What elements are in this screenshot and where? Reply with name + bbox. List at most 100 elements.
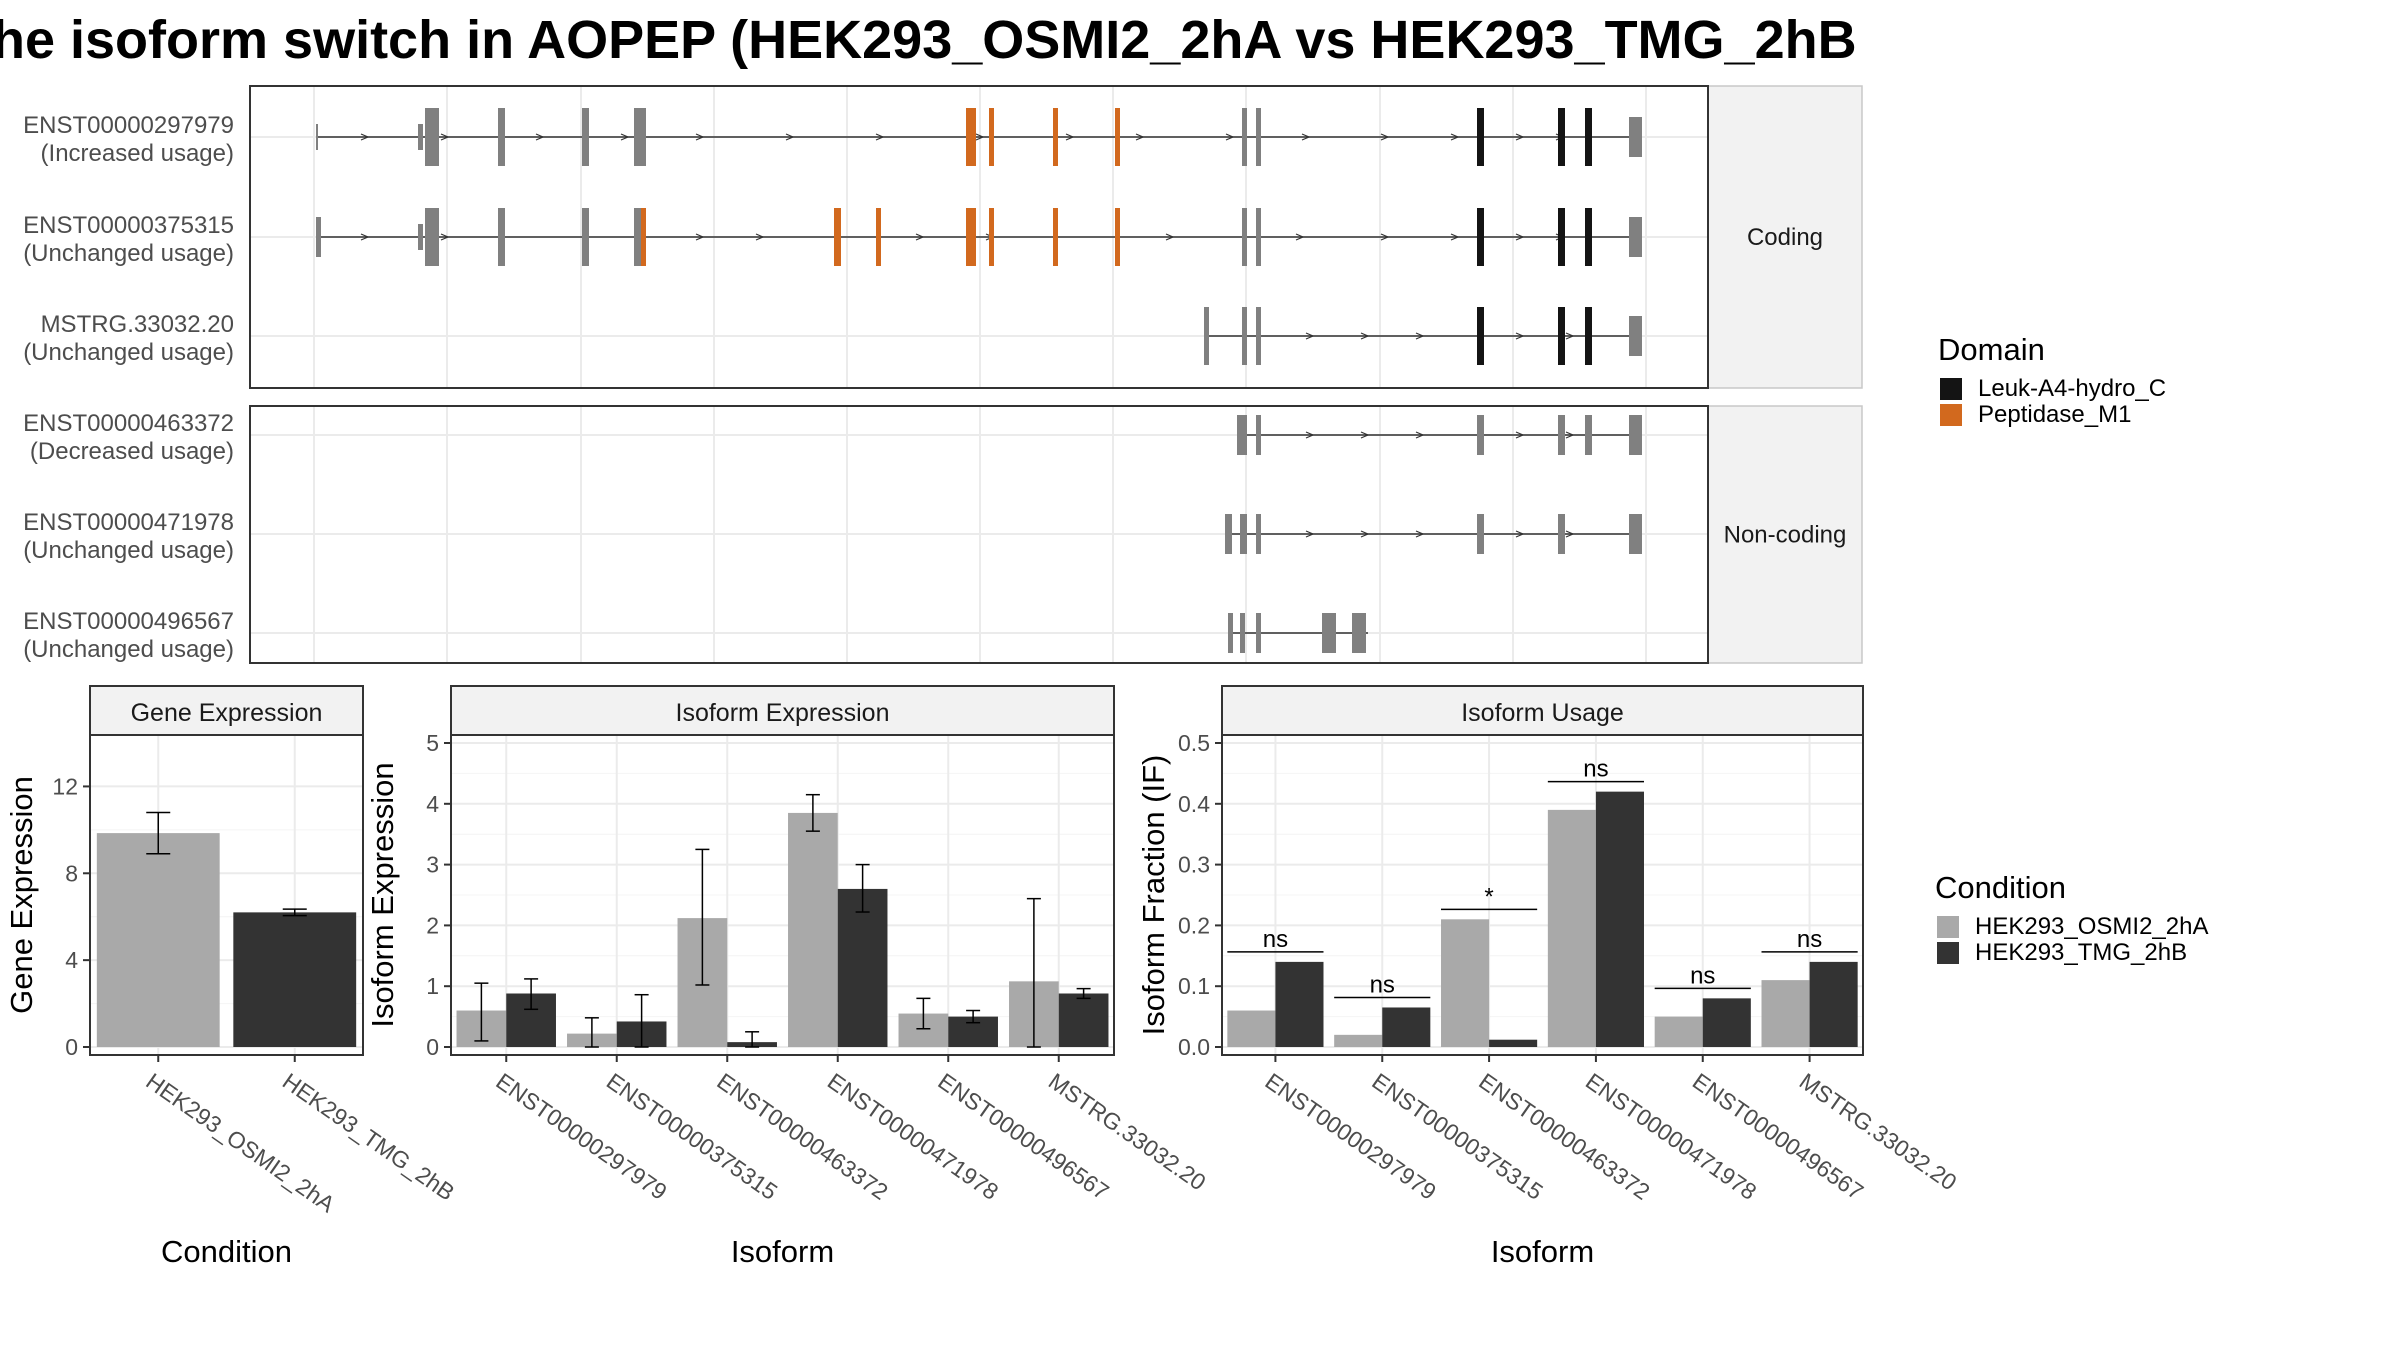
x-tick-label: ENST00000471978 xyxy=(1581,1068,1761,1205)
strand-arrow xyxy=(1415,332,1425,340)
y-tick-label: 12 xyxy=(52,773,78,799)
x-tick-label: ENST00000496567 xyxy=(1688,1068,1868,1205)
x-tick-label: ENST00000375315 xyxy=(1367,1068,1547,1205)
strand-arrow xyxy=(1450,133,1460,141)
exon xyxy=(425,208,439,266)
exon xyxy=(1477,514,1484,554)
exon xyxy=(316,217,321,257)
isoform-row-usage: (Increased usage) xyxy=(41,140,234,167)
exon xyxy=(498,208,505,266)
exon xyxy=(582,108,589,166)
bar-osmi2 xyxy=(96,833,220,1047)
exon xyxy=(1558,415,1565,455)
exon xyxy=(634,108,646,166)
bar-tmg xyxy=(1489,1039,1538,1047)
strand-arrow xyxy=(1515,530,1525,538)
strand-arrow xyxy=(1135,133,1145,141)
isoform-row-usage: (Unchanged usage) xyxy=(23,537,234,564)
bar-tmg xyxy=(1275,961,1324,1047)
figure-title: he isoform switch in AOPEP (HEK293_OSMI2… xyxy=(0,10,1857,70)
exon xyxy=(316,124,318,150)
exon xyxy=(1558,514,1565,554)
plot-border xyxy=(89,734,364,1056)
exon xyxy=(1585,415,1592,455)
y-axis-title: Isoform Expression xyxy=(365,762,400,1027)
bar-tmg xyxy=(837,888,888,1047)
exon-leuk-a4-hydro-c xyxy=(1585,208,1592,266)
y-tick-label: 0.1 xyxy=(1178,973,1210,999)
bar-tmg xyxy=(1809,961,1858,1047)
exon-peptidase-m1 xyxy=(989,208,994,266)
strand-arrow xyxy=(1301,133,1311,141)
panel-title: Isoform Usage xyxy=(1461,699,1624,727)
exon xyxy=(1477,415,1484,455)
y-tick-label: 0.5 xyxy=(1178,730,1210,756)
isoform-model-6 xyxy=(1228,613,1368,653)
bar-panel-2: Isoform Expression012345ENST00000297979E… xyxy=(365,685,1211,1269)
strand-arrow xyxy=(785,133,795,141)
exon xyxy=(1237,415,1247,455)
exon xyxy=(1629,316,1642,356)
significance-label: * xyxy=(1484,883,1493,910)
legend-label: Peptidase_M1 xyxy=(1978,401,2131,428)
exon-leuk-a4-hydro-c xyxy=(1585,108,1592,166)
exon xyxy=(1629,514,1642,554)
isoform-row-usage: (Unchanged usage) xyxy=(23,636,234,663)
exon-peptidase-m1 xyxy=(834,208,841,266)
legend-label: HEK293_TMG_2hB xyxy=(1975,939,2187,966)
bar-tmg xyxy=(1058,993,1109,1047)
exon xyxy=(1242,108,1247,166)
y-tick-label: 0.4 xyxy=(1178,791,1210,817)
strand-arrow xyxy=(1360,431,1370,439)
strand-arrow xyxy=(1305,332,1315,340)
x-axis-title: Condition xyxy=(161,1234,292,1269)
isoform-model-3 xyxy=(1204,307,1642,365)
isoform-model-2 xyxy=(316,208,1642,266)
strand-arrow xyxy=(1565,431,1575,439)
significance-label: ns xyxy=(1690,962,1715,989)
bar-osmi2 xyxy=(1227,1010,1276,1047)
bar-osmi2 xyxy=(788,812,838,1047)
legend-key xyxy=(1940,378,1962,400)
exon-peptidase-m1 xyxy=(966,108,976,166)
isoform-model-4 xyxy=(1237,415,1642,455)
exon xyxy=(634,208,641,266)
panel-title-strip xyxy=(89,685,364,736)
y-axis-title: Isoform Fraction (IF) xyxy=(1136,755,1171,1036)
exon xyxy=(1256,208,1261,266)
isoform-row-id: ENST00000471978 xyxy=(23,509,234,536)
exon xyxy=(1256,108,1261,166)
plot-border xyxy=(1221,734,1864,1056)
exon-peptidase-m1 xyxy=(641,208,646,266)
isoform-structure-panel: Coding Non-coding ENST00000297979(Increase… xyxy=(23,85,1863,664)
y-tick-label: 0.3 xyxy=(1178,852,1210,878)
strand-arrow xyxy=(1165,233,1175,241)
facet-strip xyxy=(1707,85,1863,389)
y-tick-label: 2 xyxy=(426,912,439,938)
y-tick-label: 0.2 xyxy=(1178,912,1210,938)
significance-label: ns xyxy=(1263,926,1288,953)
strand-arrow xyxy=(440,133,450,141)
strand-arrow xyxy=(1360,332,1370,340)
bar-tmg xyxy=(1382,1007,1431,1047)
exon xyxy=(1322,613,1336,653)
exon xyxy=(1240,514,1247,554)
bar-panel-3: Isoform Usage 0.0 0.1 0.2 0.3 0.4 0.5 ns ns * ns ns… xyxy=(1136,685,1961,1269)
panel-title-strip xyxy=(450,685,1115,736)
exon-leuk-a4-hydro-c xyxy=(1558,108,1565,166)
legend-title: Domain xyxy=(1938,332,2045,367)
y-tick-label: 1 xyxy=(426,973,439,999)
bar-osmi2 xyxy=(1761,980,1810,1047)
exon-peptidase-m1 xyxy=(1053,208,1058,266)
strand-arrow xyxy=(360,133,370,141)
strand-arrow xyxy=(755,233,765,241)
significance-label: ns xyxy=(1797,926,1822,953)
strand-arrow xyxy=(1565,530,1575,538)
legend-key xyxy=(1940,404,1962,426)
strand-arrow xyxy=(695,133,705,141)
strand-arrow xyxy=(1380,133,1390,141)
exon-peptidase-m1 xyxy=(876,208,881,266)
strand-arrow xyxy=(975,133,985,141)
